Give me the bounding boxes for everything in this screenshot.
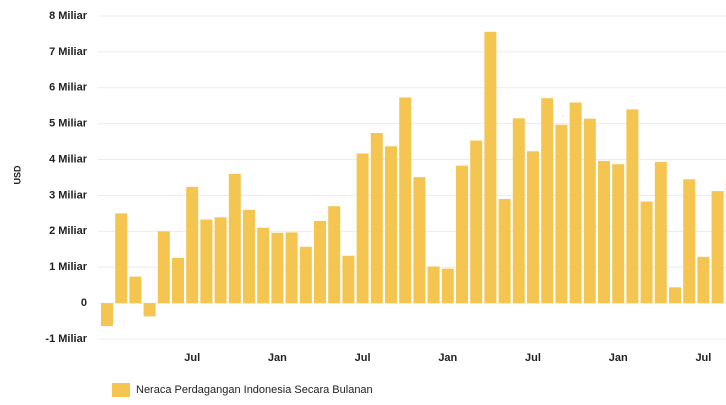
- x-tick-label: Jul: [695, 352, 711, 364]
- bar: [427, 266, 440, 304]
- bar: [456, 165, 468, 304]
- x-tick-label: Jan: [609, 352, 628, 364]
- y-tick-label: 5 Miliar: [49, 118, 88, 130]
- y-tick-label: 0: [81, 297, 87, 309]
- bar: [328, 206, 341, 304]
- y-tick-label: 4 Miliar: [49, 153, 88, 165]
- bar: [683, 179, 696, 304]
- bar: [598, 160, 610, 304]
- bar: [711, 191, 724, 304]
- x-tick-label: Jul: [184, 352, 200, 364]
- bar: [314, 220, 326, 304]
- bar: [101, 303, 113, 327]
- bar: [370, 132, 383, 304]
- bar: [654, 162, 667, 304]
- bar: [342, 255, 355, 304]
- bar: [243, 209, 255, 304]
- bar: [470, 140, 483, 304]
- legend-swatch: [112, 383, 130, 397]
- bar: [385, 146, 397, 304]
- bar: [569, 102, 582, 304]
- bar: [200, 219, 213, 304]
- bar: [612, 164, 625, 304]
- bar: [157, 231, 170, 304]
- bar: [214, 217, 227, 304]
- bar: [413, 177, 426, 304]
- bar: [697, 256, 710, 304]
- bar: [484, 31, 497, 304]
- bar: [115, 213, 128, 304]
- y-tick-label: 1 Miliar: [49, 261, 88, 273]
- bar: [186, 186, 199, 304]
- bar: [271, 232, 284, 304]
- bar: [399, 97, 412, 304]
- bar: [669, 287, 681, 304]
- bar: [299, 246, 312, 304]
- bar: [356, 153, 369, 304]
- bar: [626, 109, 639, 304]
- y-tick-label: 7 Miliar: [49, 46, 88, 58]
- bar: [640, 201, 653, 304]
- y-tick-label: 8 Miliar: [49, 10, 88, 22]
- x-tick-label: Jan: [438, 352, 457, 364]
- y-tick-label: 2 Miliar: [49, 225, 88, 237]
- bar: [555, 124, 568, 304]
- bar: [583, 118, 596, 304]
- bar: [527, 151, 539, 304]
- y-tick-label: -1 Miliar: [45, 333, 87, 345]
- x-tick-label: Jan: [268, 352, 287, 364]
- bar: [172, 257, 184, 304]
- bar: [143, 303, 156, 317]
- x-tick-label: Jul: [355, 352, 371, 364]
- bar: [228, 173, 241, 304]
- bar: [512, 118, 525, 304]
- y-tick-label: 3 Miliar: [49, 189, 88, 201]
- x-tick-label: Jul: [525, 352, 541, 364]
- bar: [541, 98, 554, 304]
- bar: [285, 232, 298, 304]
- y-axis-label: USD: [12, 165, 22, 185]
- bar: [257, 227, 270, 304]
- bar: [498, 199, 511, 304]
- bar: [129, 276, 142, 304]
- legend-label: Neraca Perdagangan Indonesia Secara Bula…: [136, 384, 373, 396]
- bar: [441, 268, 454, 304]
- y-tick-label: 6 Miliar: [49, 82, 88, 94]
